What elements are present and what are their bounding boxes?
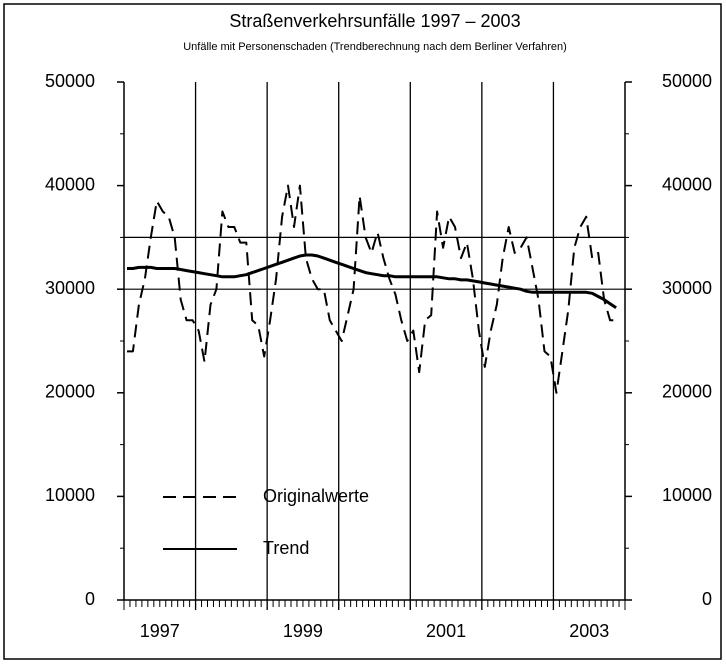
y2-tick-label: 0 [702, 589, 712, 609]
series-line [127, 184, 617, 394]
y-tick-label: 50000 [45, 71, 95, 91]
y-tick-label: 20000 [45, 382, 95, 402]
x-tick-label: 1997 [140, 621, 180, 641]
chart-title: Straßenverkehrsunfälle 1997 – 2003 [229, 11, 520, 31]
legend-label: Trend [263, 538, 309, 558]
y2-tick-label: 30000 [662, 278, 712, 298]
frame [3, 3, 722, 660]
chart-subtitle: Unfälle mit Personenschaden (Trendberech… [183, 41, 567, 53]
y-tick-label: 40000 [45, 174, 95, 194]
series-line [127, 253, 617, 310]
y2-tick-label: 40000 [662, 174, 712, 194]
legend-label: Originalwerte [263, 486, 369, 506]
y2-tick-label: 10000 [662, 485, 712, 505]
x-tick-label: 2003 [569, 621, 609, 641]
y-tick-label: 0 [85, 589, 95, 609]
y-tick-label: 30000 [45, 278, 95, 298]
x-tick-label: 1999 [283, 621, 323, 641]
y-tick-label: 10000 [45, 485, 95, 505]
x-tick-label: 2001 [426, 621, 466, 641]
y2-tick-label: 50000 [662, 71, 712, 91]
y2-tick-label: 20000 [662, 382, 712, 402]
